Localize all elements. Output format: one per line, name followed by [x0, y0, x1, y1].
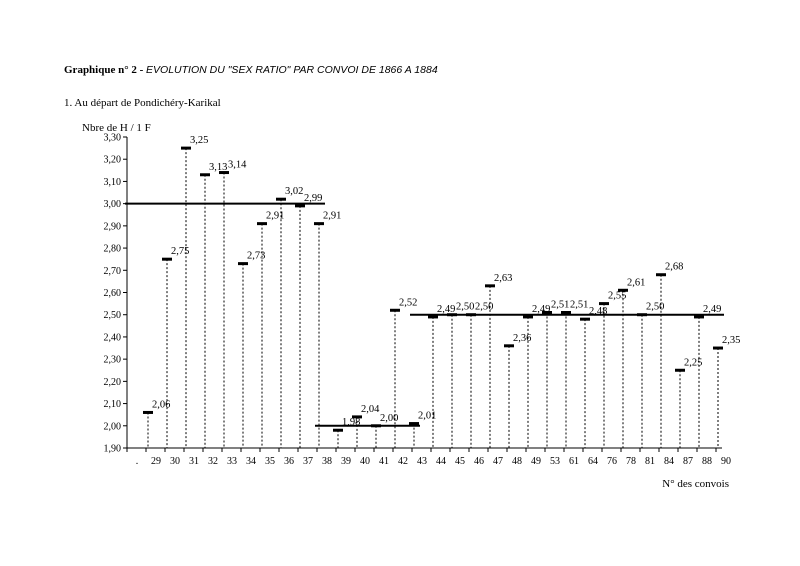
- x-tick-label: 34: [246, 456, 256, 467]
- x-tick-label: 33: [227, 456, 237, 467]
- x-tick-label: 39: [341, 456, 351, 467]
- x-tick-label: 37: [303, 456, 313, 467]
- chart-title-text: EVOLUTION DU "SEX RATIO" PAR CONVOI DE 1…: [146, 64, 438, 76]
- chart-title: Graphique n° 2 - EVOLUTION DU "SEX RATIO…: [64, 64, 438, 76]
- data-label: 2,51: [551, 299, 569, 310]
- x-tick-label: 49: [531, 456, 541, 467]
- x-tick-label: 88: [702, 456, 712, 467]
- y-tick-label: 2,40: [104, 332, 122, 343]
- data-label: 1,98: [342, 417, 360, 428]
- y-tick-label: 2,60: [104, 288, 122, 299]
- x-tick-label: 47: [493, 456, 503, 467]
- x-tick-label: 35: [265, 456, 275, 467]
- chart-subtitle: 1. Au départ de Pondichéry-Karikal: [64, 97, 221, 109]
- x-tick-label: 32: [208, 456, 218, 467]
- x-tick-label: 41: [379, 456, 389, 467]
- data-label: 2,50: [475, 302, 493, 313]
- data-label: 2,06: [152, 399, 170, 410]
- x-tick-label: 61: [569, 456, 579, 467]
- x-tick-label: 84: [664, 456, 674, 467]
- x-tick-label: 36: [284, 456, 294, 467]
- x-tick-label: 31: [189, 456, 199, 467]
- data-marks: [143, 146, 723, 432]
- data-label: 3,13: [209, 162, 227, 173]
- y-tick-label: 2,10: [104, 399, 122, 410]
- chart-title-label: Graphique n° 2 -: [64, 64, 144, 76]
- x-tick-label: 64: [588, 456, 598, 467]
- data-label: 2,35: [722, 335, 740, 346]
- x-tick-label: 29: [151, 456, 161, 467]
- data-label: 2,75: [171, 246, 189, 257]
- y-tick-label: 3,30: [104, 133, 122, 144]
- x-tick-label: 87: [683, 456, 693, 467]
- axes: 1,90 2,00 2,10 2,20 2,30 2,40 2,50 2,60 2,70 2,80…: [104, 133, 732, 468]
- data-label: 2,50: [646, 302, 664, 313]
- y-tick-label: 2,90: [104, 221, 122, 232]
- data-label: 2,52: [399, 297, 417, 308]
- data-label: 3,02: [285, 186, 303, 197]
- data-label: 2,48: [589, 306, 607, 317]
- data-label: 2,49: [703, 304, 721, 315]
- x-tick-label: 90: [721, 456, 731, 467]
- y-tick-label: 1,90: [104, 444, 122, 455]
- y-tick-label: 2,50: [104, 310, 122, 321]
- y-tick-label: 3,00: [104, 199, 122, 210]
- y-tick-label: 2,80: [104, 244, 122, 255]
- x-tick-label: 46: [474, 456, 484, 467]
- data-label: 2,00: [380, 413, 398, 424]
- y-tick-label: 2,30: [104, 355, 122, 366]
- data-labels: 2,062,753,253,13 3,142,732,913,022,992,91…: [152, 135, 740, 428]
- data-label: 2,63: [494, 273, 512, 284]
- mean-lines: [125, 202, 724, 427]
- x-tick-label: 45: [455, 456, 465, 467]
- data-label: 2,73: [247, 251, 265, 262]
- x-tick-label: 81: [645, 456, 655, 467]
- x-tick-label: 48: [512, 456, 522, 467]
- data-label: 2,55: [608, 291, 626, 302]
- x-tick-label: 30: [170, 456, 180, 467]
- x-tick-label: 40: [360, 456, 370, 467]
- x-tick-label: 76: [607, 456, 617, 467]
- y-tick-label: 2,20: [104, 377, 122, 388]
- data-label: 2,91: [323, 211, 341, 222]
- stems: [147, 148, 719, 448]
- data-label: 2,99: [304, 193, 322, 204]
- y-tick-label: 2,00: [104, 421, 122, 432]
- data-label: 2,04: [361, 404, 380, 415]
- data-label: 2,91: [266, 211, 284, 222]
- data-label: 2,49: [437, 304, 455, 315]
- data-label: 2,36: [513, 333, 531, 344]
- y-tick-label: 2,70: [104, 266, 122, 277]
- x-tick-label: 38: [322, 456, 332, 467]
- data-label: 2,51: [570, 299, 588, 310]
- data-label: 2,25: [684, 357, 702, 368]
- x-tick-label: 53: [550, 456, 560, 467]
- y-tick-label: 3,10: [104, 177, 122, 188]
- x-tick-label: 44: [436, 456, 446, 467]
- data-label: 2,68: [665, 262, 683, 273]
- x-tick-label: 78: [626, 456, 636, 467]
- data-label: 3,14: [228, 160, 247, 171]
- x-tick-label: .: [136, 456, 139, 467]
- data-label: 2,50: [456, 302, 474, 313]
- y-axis-label: Nbre de H / 1 F: [82, 122, 151, 134]
- data-label: 3,25: [190, 135, 208, 146]
- x-axis-label: N° des convois: [662, 478, 729, 490]
- data-label: 2,61: [627, 277, 645, 288]
- data-label: 2,49: [532, 304, 550, 315]
- x-tick-label: 43: [417, 456, 427, 467]
- x-tick-label: 42: [398, 456, 408, 467]
- y-tick-label: 3,20: [104, 155, 122, 166]
- data-label: 2,01: [418, 411, 436, 422]
